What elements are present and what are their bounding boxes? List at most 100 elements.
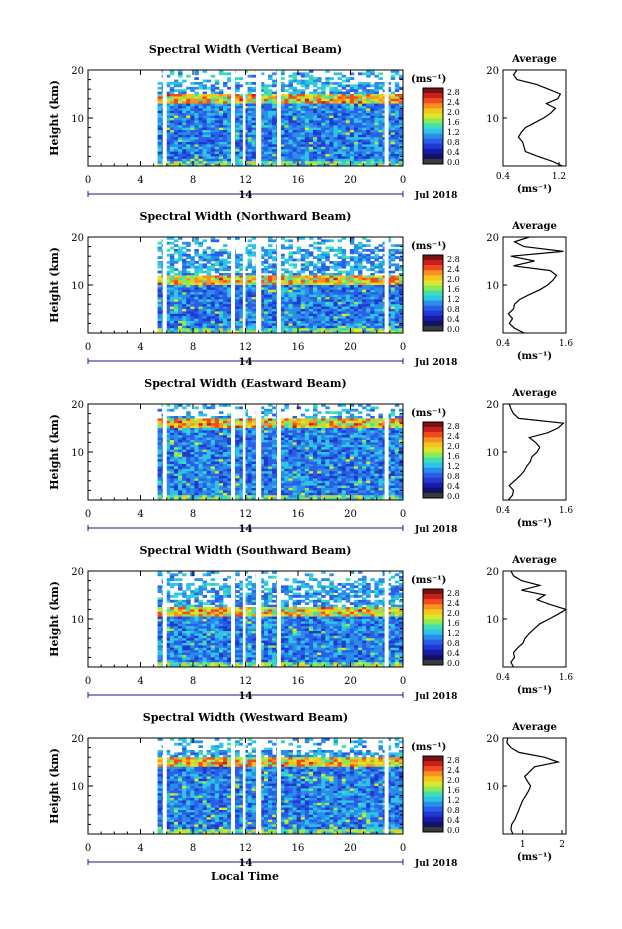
heatmap-cell (263, 137, 269, 140)
heatmap-cell (358, 437, 363, 441)
heatmap-cell (202, 292, 208, 295)
heatmap-cell (337, 280, 343, 283)
heatmap-cell (272, 318, 277, 322)
heatmap-cell (182, 261, 187, 264)
heatmap-cell (349, 137, 355, 140)
heatmap-cell (173, 430, 179, 434)
heatmap-cell (157, 130, 163, 133)
average-title: Average (511, 54, 557, 65)
heatmap-cell (173, 425, 179, 429)
heatmap-cell (263, 294, 269, 298)
heatmap-cell (259, 94, 265, 97)
heatmap-cell (178, 70, 183, 73)
heatmap-cell (386, 96, 392, 100)
heatmap-cell (259, 420, 265, 424)
heatmap-cell (178, 313, 183, 317)
heatmap-cell (313, 275, 318, 279)
heatmap-cell (206, 282, 212, 286)
heatmap-cell (292, 91, 298, 95)
heatmap-cell (374, 282, 379, 286)
heatmap-cell (263, 144, 269, 148)
heatmap-cell (321, 101, 326, 104)
heatmap-cell (157, 113, 163, 116)
heatmap-cell (235, 86, 240, 90)
heatmap-cell (173, 437, 179, 441)
heatmap-cell (259, 263, 265, 267)
heatmap-cell (198, 84, 203, 88)
heatmap-cell (378, 142, 383, 145)
heatmap-cell (325, 103, 330, 107)
heatmap-cell (186, 103, 191, 107)
heatmap-cell (280, 246, 285, 250)
heatmap-cell (247, 306, 253, 310)
heatmap-cell (157, 323, 163, 327)
heatmap-cell (280, 299, 285, 303)
heatmap-cell (251, 237, 257, 240)
heatmap-cell (206, 132, 212, 136)
heatmap-cell (349, 408, 355, 412)
heatmap-cell (288, 294, 293, 298)
heatmap-cell (308, 301, 314, 305)
heatmap-cell (268, 130, 273, 133)
heatmap-cell (337, 265, 343, 269)
colorbar-segment (423, 148, 443, 155)
heatmap-cell (165, 84, 171, 88)
heatmap-cell (202, 435, 208, 438)
heatmap-cell (362, 309, 367, 312)
heatmap-cell (227, 437, 232, 441)
heatmap-cell (341, 91, 347, 95)
heatmap-cell (333, 96, 338, 100)
heatmap-cell (304, 299, 310, 303)
heatmap-cell (243, 142, 248, 145)
heatmap-cell (292, 258, 298, 262)
heatmap-cell (218, 299, 224, 303)
heatmap-cell (280, 311, 285, 315)
heatmap-cell (398, 103, 403, 107)
heatmap-cell (321, 91, 326, 95)
heatmap-cell (374, 289, 379, 293)
heatmap-cell (370, 420, 375, 424)
heatmap-cell (317, 297, 322, 300)
heatmap-cell (390, 103, 396, 107)
heatmap-cell (374, 98, 379, 102)
heatmap-cell (353, 304, 359, 307)
heatmap-cell (394, 425, 400, 429)
heatmap-cell (263, 122, 269, 126)
heatmap-cell (308, 77, 314, 80)
heatmap-cell (358, 263, 363, 267)
heatmap-cell (317, 139, 322, 143)
heatmap-cell (394, 156, 400, 160)
heatmap-cell (243, 423, 248, 426)
heatmap-cell (227, 237, 232, 240)
heatmap-cell (251, 96, 257, 100)
heatmap-cell (272, 299, 277, 303)
heatmap-cell (247, 418, 253, 422)
heatmap-cell (186, 106, 191, 109)
heatmap-cell (235, 118, 240, 121)
heatmap-cell (210, 139, 216, 143)
heatmap-cell (366, 292, 371, 295)
heatmap-cell (186, 96, 191, 100)
heatmap-cell (259, 406, 265, 410)
heatmap-cell (182, 101, 187, 104)
heatmap-cell (325, 144, 330, 148)
heatmap-cell (198, 280, 203, 283)
heatmap-cell (337, 108, 343, 112)
heatmap-cell (272, 420, 277, 424)
heatmap-cell (386, 130, 392, 133)
heatmap-cell (251, 146, 257, 150)
heatmap-cell (206, 273, 212, 276)
heatmap-cell (251, 144, 257, 148)
heatmap-cell (345, 423, 351, 426)
average-x-tick-label: 0.4 (496, 339, 511, 349)
day-label: 14 (239, 190, 253, 201)
heatmap-cell (259, 287, 265, 291)
heatmap-cell (218, 323, 224, 327)
heatmap-cell (288, 108, 293, 112)
heatmap-cell (292, 275, 298, 279)
heatmap-cell (386, 139, 392, 143)
heatmap-cell (304, 149, 310, 152)
heatmap-cell (296, 287, 302, 291)
heatmap-cell (243, 277, 248, 281)
heatmap-cell (366, 423, 371, 426)
